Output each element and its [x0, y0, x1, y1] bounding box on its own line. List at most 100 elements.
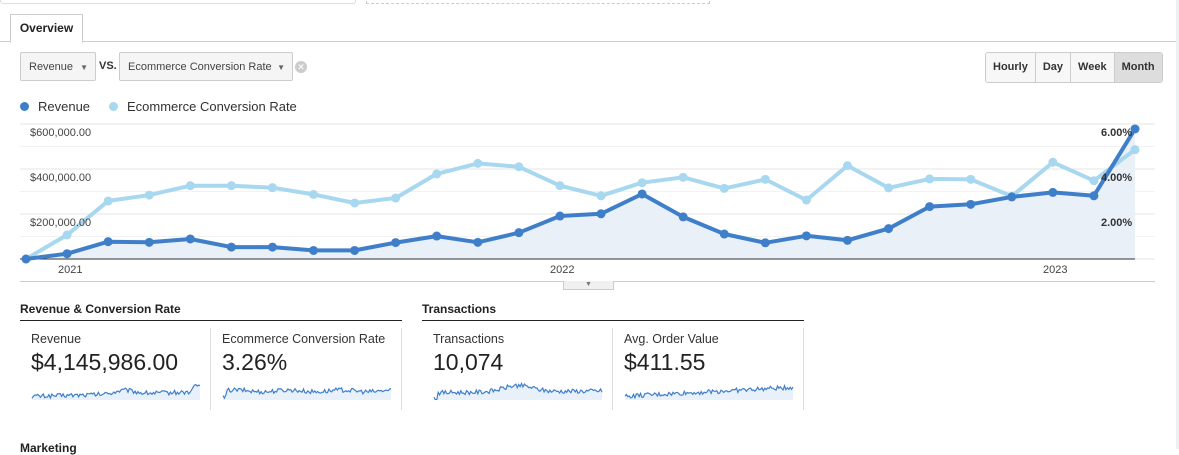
data-point [432, 169, 442, 179]
week-button[interactable]: Week [1071, 53, 1115, 82]
data-point [473, 158, 483, 168]
tab-overview[interactable]: Overview [10, 14, 83, 43]
data-point [884, 183, 894, 193]
legend-dot-icon [20, 102, 29, 111]
data-point [514, 228, 524, 238]
scorecard-label: Ecommerce Conversion Rate [222, 332, 386, 346]
data-point [185, 181, 195, 191]
data-point [925, 174, 935, 184]
legend-revenue[interactable]: Revenue [20, 99, 90, 114]
data-point [309, 189, 319, 199]
sparkline [222, 386, 392, 400]
data-point [966, 199, 976, 209]
secondary-metric-select[interactable]: Ecommerce Conversion Rate ▼ [119, 52, 293, 81]
dropdown-arrow-icon: ▼ [277, 63, 285, 72]
month-button[interactable]: Month [1114, 53, 1162, 82]
x-tick-label: 2023 [1043, 264, 1068, 276]
data-point [103, 237, 113, 247]
data-point [226, 242, 236, 252]
x-tick-label: 2022 [550, 264, 575, 276]
sparkline [433, 381, 603, 400]
secondary-metric-label: Ecommerce Conversion Rate [128, 61, 272, 73]
legend-label: Revenue [38, 99, 91, 114]
sparkline-line [222, 386, 392, 400]
primary-metric-select[interactable]: Revenue ▼ [20, 52, 96, 81]
scorecard-revenue[interactable]: Revenue $4,145,986.00 [20, 328, 211, 410]
data-point [925, 202, 935, 212]
data-point [678, 172, 688, 182]
y-tick-label: $400,000.00 [30, 172, 92, 184]
section-title: Revenue & Conversion Rate [20, 302, 402, 321]
data-point [760, 238, 770, 248]
data-point [350, 198, 360, 208]
data-point [637, 178, 647, 188]
data-point [226, 181, 236, 191]
line-chart [20, 123, 1155, 264]
day-button[interactable]: Day [1035, 53, 1072, 82]
data-point [842, 161, 852, 171]
sparkline-area [434, 383, 602, 400]
scorecard-aov[interactable]: Avg. Order Value $411.55 [613, 328, 804, 410]
series-line-0 [25, 127, 1137, 261]
granularity-toggle: Hourly Day Week Month [985, 52, 1163, 83]
scorecard-value: $4,145,986.00 [31, 349, 179, 375]
data-point [1048, 187, 1058, 197]
data-point [432, 231, 442, 241]
data-point [760, 174, 770, 184]
legend-label: Ecommerce Conversion Rate [127, 99, 297, 114]
scrollbar[interactable] [1176, 0, 1179, 449]
data-point [719, 229, 729, 239]
x-tick-label: 2021 [58, 264, 83, 276]
legend-conversion[interactable]: Ecommerce Conversion Rate [109, 99, 297, 114]
legend-dot-icon [109, 102, 118, 111]
top-input[interactable] [0, 0, 356, 4]
data-point [596, 191, 606, 201]
tab-divider [0, 41, 1176, 42]
data-point [842, 235, 852, 245]
chart-collapse-handle[interactable]: ▼ [563, 281, 614, 290]
data-point [555, 211, 565, 221]
data-point [144, 237, 154, 247]
revenue-area [26, 128, 1135, 259]
scorecard-conversion[interactable]: Ecommerce Conversion Rate 3.26% [211, 328, 402, 410]
data-point [596, 209, 606, 219]
sparkline-line [433, 381, 603, 400]
scorecard-label: Transactions [433, 332, 505, 346]
data-point [514, 162, 524, 172]
data-point [801, 231, 811, 241]
data-point [473, 237, 483, 247]
scorecard-transactions[interactable]: Transactions 10,074 [422, 328, 613, 410]
data-point [62, 249, 72, 259]
data-point [719, 183, 729, 193]
sparkline-line [31, 383, 201, 400]
section-title: Transactions [422, 302, 804, 321]
data-point [555, 181, 565, 191]
data-point [144, 190, 154, 200]
data-point [267, 242, 277, 252]
data-point [103, 196, 113, 206]
primary-metric-label: Revenue [29, 61, 74, 73]
data-point [1089, 176, 1099, 186]
data-point [1007, 192, 1017, 202]
scorecard-label: Avg. Order Value [624, 332, 719, 346]
series-line-1 [24, 148, 1137, 261]
clear-compare-icon[interactable]: ✕ [295, 61, 307, 73]
data-point [966, 174, 976, 184]
sparkline-line [624, 383, 794, 400]
data-point [801, 195, 811, 205]
dropdown-arrow-icon: ▼ [80, 63, 88, 72]
scorecard-value: $411.55 [624, 349, 706, 375]
data-point [1089, 191, 1099, 201]
data-point [267, 183, 277, 193]
data-point [1130, 124, 1140, 134]
scorecard-value: 10,074 [433, 349, 504, 375]
hourly-button[interactable]: Hourly [986, 53, 1036, 82]
data-point [1130, 145, 1140, 155]
y2-tick-label: 4.00% [1101, 172, 1133, 184]
sparkline [31, 383, 201, 400]
sparkline-area [223, 387, 391, 400]
scorecard-value: 3.26% [222, 349, 288, 375]
vs-label: VS. [99, 60, 117, 72]
data-point [62, 230, 72, 240]
top-placeholder [366, 0, 710, 4]
